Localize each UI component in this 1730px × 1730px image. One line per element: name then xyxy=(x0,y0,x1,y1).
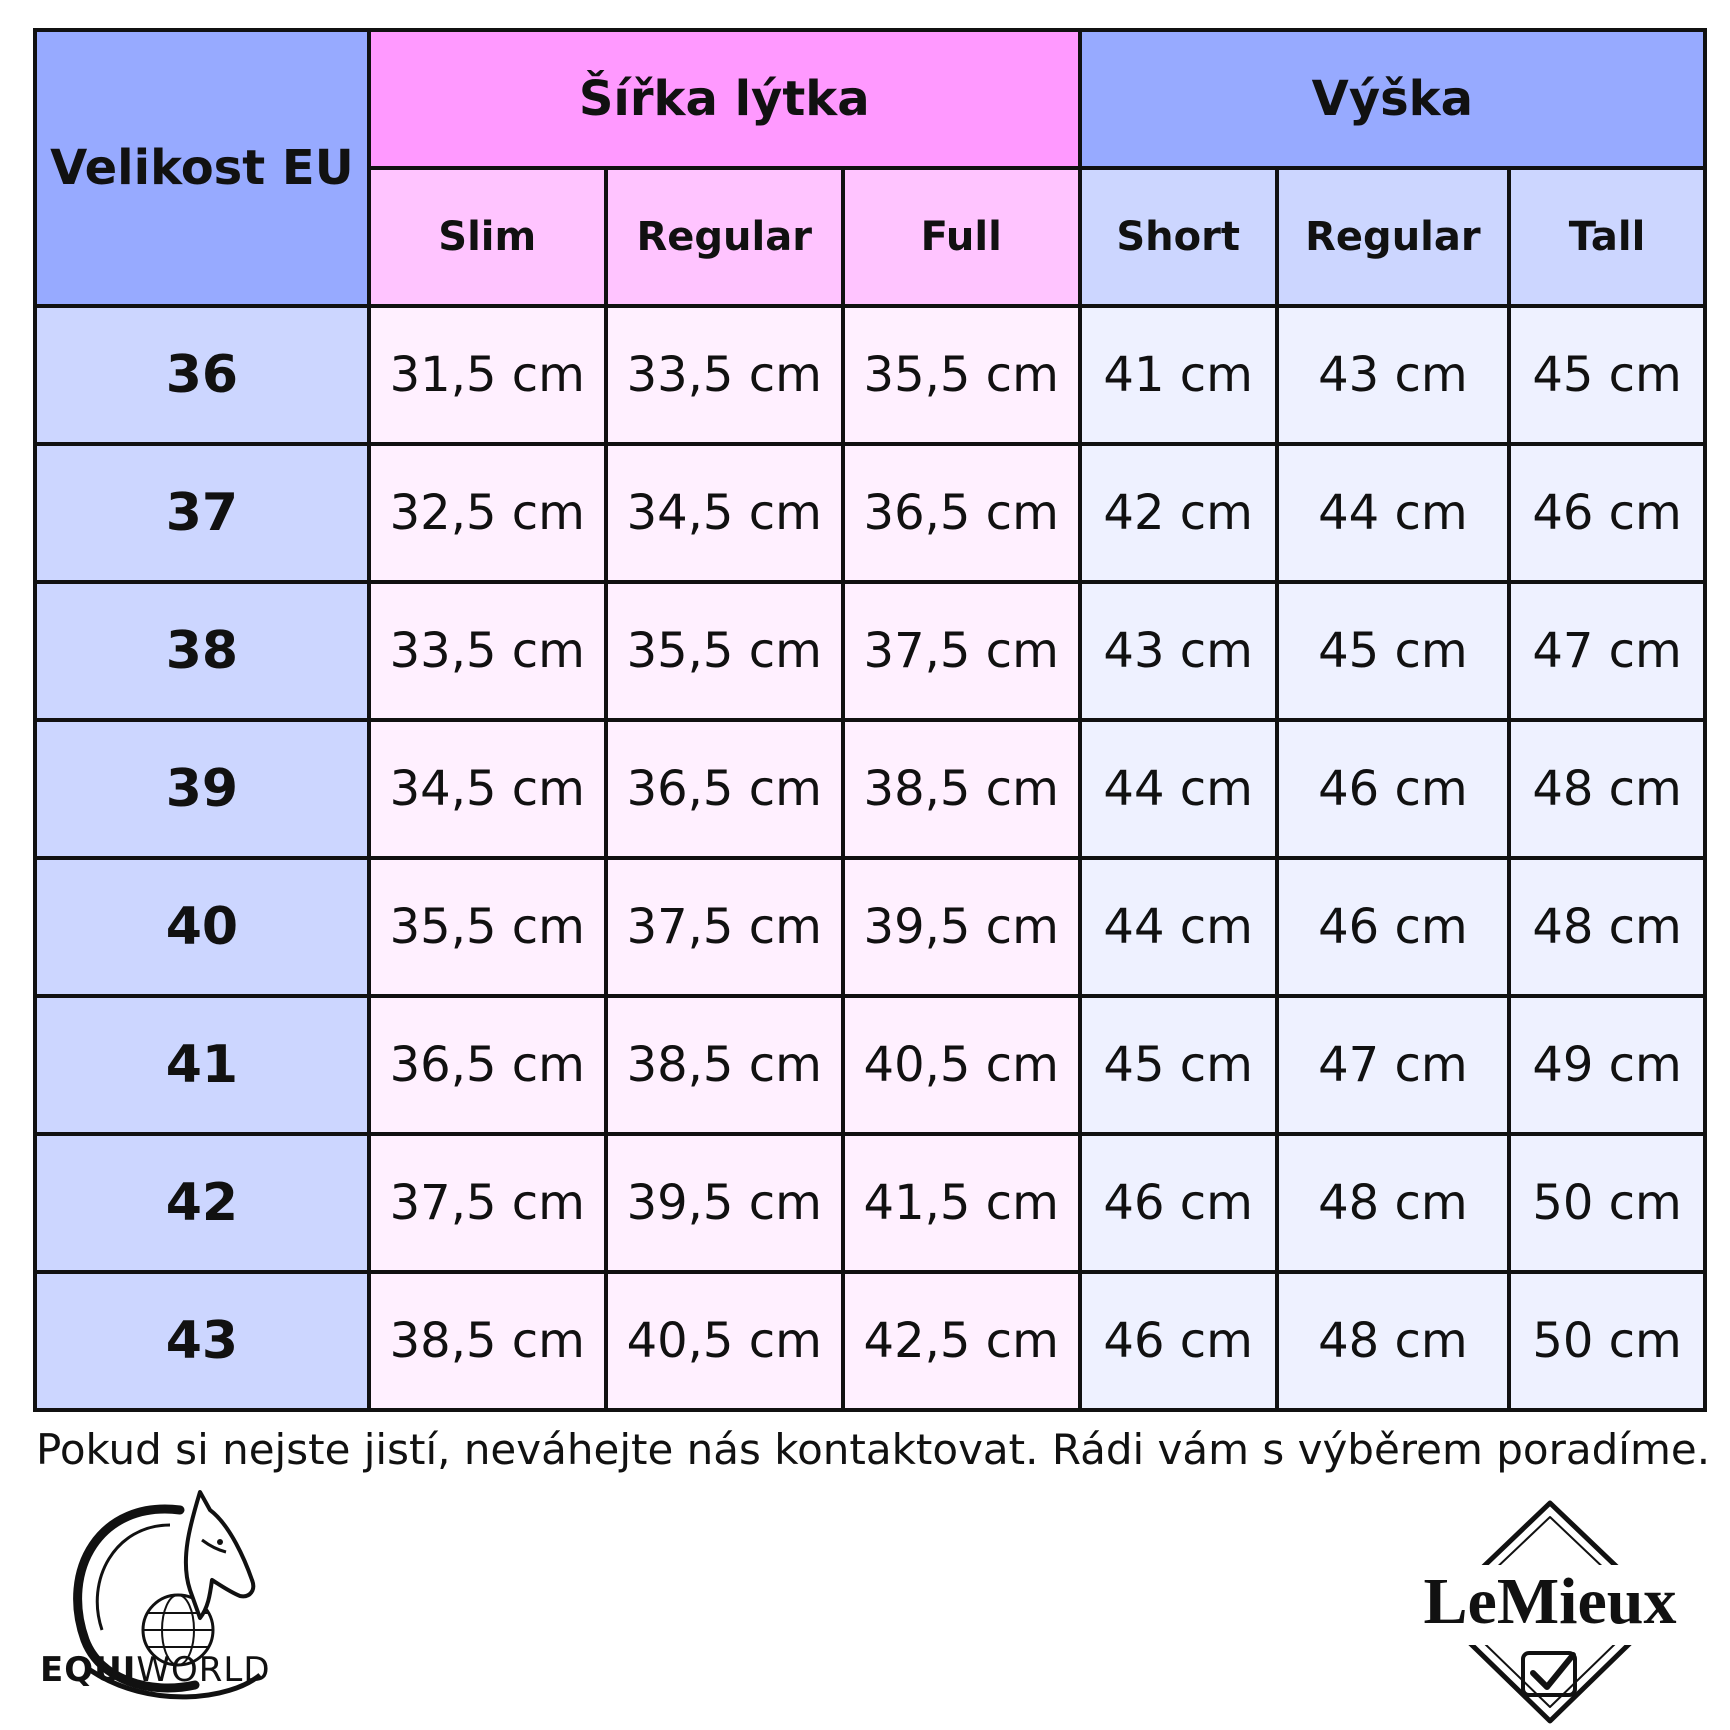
table-row: 37 32,5 cm 34,5 cm 36,5 cm 42 cm 44 cm 46 cm xyxy=(33,442,1707,584)
height-cell: 46 cm xyxy=(1274,718,1512,860)
height-cell: 50 cm xyxy=(1507,1270,1707,1412)
equiworld-wordmark: EQUIWORLD xyxy=(40,1650,271,1690)
calf-width-cell: 38,5 cm xyxy=(840,718,1082,860)
calf-slim-header: Slim xyxy=(366,166,608,308)
height-cell: 42 cm xyxy=(1077,442,1279,584)
height-cell: 48 cm xyxy=(1507,718,1707,860)
height-cell: 47 cm xyxy=(1274,994,1512,1136)
table-row: 39 34,5 cm 36,5 cm 38,5 cm 44 cm 46 cm 48 cm xyxy=(33,718,1707,860)
calf-width-cell: 37,5 cm xyxy=(603,856,845,998)
calf-width-cell: 32,5 cm xyxy=(366,442,608,584)
calf-width-cell: 35,5 cm xyxy=(366,856,608,998)
height-cell: 45 cm xyxy=(1507,304,1707,446)
height-cell: 48 cm xyxy=(1274,1132,1512,1274)
height-cell: 48 cm xyxy=(1507,856,1707,998)
height-cell: 47 cm xyxy=(1507,580,1707,722)
size-cell: 38 xyxy=(33,580,371,722)
table-row: 42 37,5 cm 39,5 cm 41,5 cm 46 cm 48 cm 50 cm xyxy=(33,1132,1707,1274)
height-cell: 43 cm xyxy=(1274,304,1512,446)
height-short-header: Short xyxy=(1077,166,1279,308)
height-cell: 41 cm xyxy=(1077,304,1279,446)
calf-width-cell: 38,5 cm xyxy=(603,994,845,1136)
lemieux-logo: LeMieux xyxy=(1395,1500,1705,1724)
height-cell: 45 cm xyxy=(1274,580,1512,722)
size-cell: 41 xyxy=(33,994,371,1136)
height-cell: 48 cm xyxy=(1274,1270,1512,1412)
size-cell: 39 xyxy=(33,718,371,860)
calf-width-cell: 40,5 cm xyxy=(603,1270,845,1412)
height-cell: 50 cm xyxy=(1507,1132,1707,1274)
calf-width-cell: 36,5 cm xyxy=(366,994,608,1136)
height-cell: 44 cm xyxy=(1077,856,1279,998)
height-tall-header: Tall xyxy=(1507,166,1707,308)
table-row: 41 36,5 cm 38,5 cm 40,5 cm 45 cm 47 cm 49 cm xyxy=(33,994,1707,1136)
lemieux-wordmark: LeMieux xyxy=(1424,1565,1677,1638)
equiworld-logo xyxy=(73,1490,262,1700)
calf-width-cell: 35,5 cm xyxy=(840,304,1082,446)
calf-width-cell: 40,5 cm xyxy=(840,994,1082,1136)
table-row: 38 33,5 cm 35,5 cm 37,5 cm 43 cm 45 cm 47 cm xyxy=(33,580,1707,722)
height-cell: 43 cm xyxy=(1077,580,1279,722)
calf-width-cell: 33,5 cm xyxy=(366,580,608,722)
height-cell: 44 cm xyxy=(1274,442,1512,584)
calf-width-cell: 33,5 cm xyxy=(603,304,845,446)
height-regular-header: Regular xyxy=(1274,166,1512,308)
calf-width-cell: 37,5 cm xyxy=(840,580,1082,722)
calf-width-cell: 42,5 cm xyxy=(840,1270,1082,1412)
table-row: 40 35,5 cm 37,5 cm 39,5 cm 44 cm 46 cm 48 cm xyxy=(33,856,1707,998)
calf-width-cell: 34,5 cm xyxy=(366,718,608,860)
calf-width-cell: 34,5 cm xyxy=(603,442,845,584)
calf-width-cell: 38,5 cm xyxy=(366,1270,608,1412)
height-cell: 49 cm xyxy=(1507,994,1707,1136)
height-cell: 44 cm xyxy=(1077,718,1279,860)
table-row: 36 31,5 cm 33,5 cm 35,5 cm 41 cm 43 cm 45 cm xyxy=(33,304,1707,446)
height-cell: 46 cm xyxy=(1507,442,1707,584)
height-cell: 45 cm xyxy=(1077,994,1279,1136)
height-cell: 46 cm xyxy=(1274,856,1512,998)
size-chart-table: Velikost EU Šířka lýtka Výška Slim Regul… xyxy=(33,28,1708,1412)
size-column-header: Velikost EU xyxy=(33,28,371,308)
size-cell: 42 xyxy=(33,1132,371,1274)
height-group-header: Výška xyxy=(1077,28,1708,170)
calf-width-cell: 39,5 cm xyxy=(840,856,1082,998)
height-cell: 46 cm xyxy=(1077,1132,1279,1274)
calf-width-cell: 41,5 cm xyxy=(840,1132,1082,1274)
calf-width-cell: 35,5 cm xyxy=(603,580,845,722)
size-cell: 37 xyxy=(33,442,371,584)
size-cell: 43 xyxy=(33,1270,371,1412)
size-cell: 40 xyxy=(33,856,371,998)
calf-width-cell: 39,5 cm xyxy=(603,1132,845,1274)
calf-width-cell: 36,5 cm xyxy=(603,718,845,860)
size-cell: 36 xyxy=(33,304,371,446)
size-chart-body: 36 31,5 cm 33,5 cm 35,5 cm 41 cm 43 cm 45 cm 37… xyxy=(33,304,1707,1412)
calf-width-group-header: Šířka lýtka xyxy=(366,28,1082,170)
table-row: 43 38,5 cm 40,5 cm 42,5 cm 46 cm 48 cm 50 cm xyxy=(33,1270,1707,1412)
calf-width-cell: 37,5 cm xyxy=(366,1132,608,1274)
contact-footnote: Pokud si nejste jistí, neváhejte nás kon… xyxy=(36,1425,1711,1474)
calf-width-cell: 31,5 cm xyxy=(366,304,608,446)
calf-width-cell: 36,5 cm xyxy=(840,442,1082,584)
calf-full-header: Full xyxy=(840,166,1082,308)
height-cell: 46 cm xyxy=(1077,1270,1279,1412)
calf-regular-header: Regular xyxy=(603,166,845,308)
